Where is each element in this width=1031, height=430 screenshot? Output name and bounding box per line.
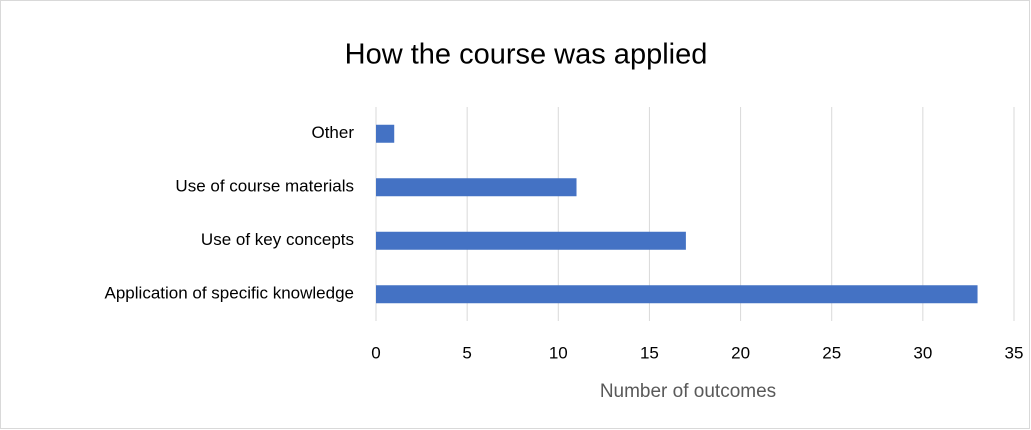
bar bbox=[376, 285, 978, 304]
x-axis-title: Number of outcomes bbox=[600, 381, 776, 402]
bar bbox=[376, 124, 395, 143]
x-tick-label: 30 bbox=[913, 343, 932, 362]
bar bbox=[376, 178, 577, 197]
x-tick-label: 25 bbox=[822, 343, 841, 362]
y-tick-label: Use of course materials bbox=[175, 177, 354, 196]
x-tick-label: 5 bbox=[462, 343, 471, 362]
x-tick-label: 10 bbox=[549, 343, 568, 362]
bar bbox=[376, 231, 686, 250]
x-tick-label: 15 bbox=[640, 343, 659, 362]
chart-title: How the course was applied bbox=[345, 39, 708, 71]
y-tick-label: Other bbox=[311, 123, 354, 142]
y-tick-label: Use of key concepts bbox=[201, 230, 354, 249]
x-tick-label: 0 bbox=[371, 343, 380, 362]
y-tick-label: Application of specific knowledge bbox=[105, 284, 354, 303]
x-tick-label: 35 bbox=[1005, 343, 1024, 362]
x-tick-label: 20 bbox=[731, 343, 750, 362]
